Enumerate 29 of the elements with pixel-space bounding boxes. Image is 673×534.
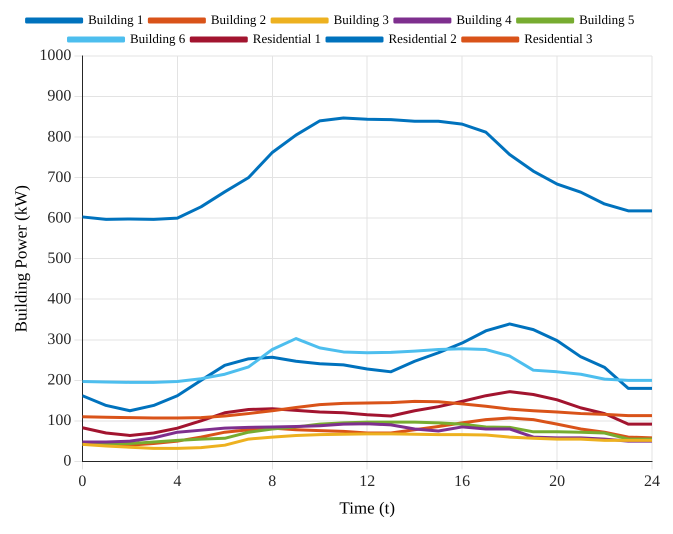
y-tick-label: 100 (47, 412, 72, 430)
y-tick-label: 400 (47, 290, 72, 308)
y-tick-label: 500 (47, 250, 72, 267)
y-tick-label: 300 (47, 330, 72, 348)
legend-label: Building 4 (456, 12, 512, 27)
legend-label: Building 6 (130, 30, 186, 46)
x-tick-label: 16 (454, 473, 470, 490)
legend-label: Residential 2 (388, 30, 457, 46)
x-tick-label: 24 (644, 473, 660, 490)
y-tick-label: 0 (63, 452, 72, 470)
legend-label: Building 3 (334, 12, 389, 27)
legend-label: Residential 3 (524, 30, 592, 46)
y-tick-label: 900 (47, 88, 72, 105)
x-tick-label: 0 (78, 473, 86, 490)
y-tick-label: 600 (47, 209, 72, 226)
legend-label: Building 1 (88, 12, 144, 27)
y-tick-label: 800 (47, 128, 72, 146)
x-tick-label: 8 (268, 473, 276, 490)
x-axis-title: Time (t) (339, 498, 395, 518)
y-tick-label: 700 (47, 168, 72, 186)
y-axis-title: Building Power (kW) (12, 185, 31, 332)
legend-label: Building 2 (210, 12, 266, 27)
y-tick-label: 1000 (39, 47, 72, 64)
legend-label: Building 5 (579, 12, 634, 27)
x-tick-label: 20 (549, 473, 566, 490)
y-tick-label: 200 (47, 372, 72, 389)
x-tick-label: 4 (173, 473, 182, 490)
legend-label: Residential 1 (252, 30, 322, 46)
x-tick-label: 12 (359, 473, 376, 490)
